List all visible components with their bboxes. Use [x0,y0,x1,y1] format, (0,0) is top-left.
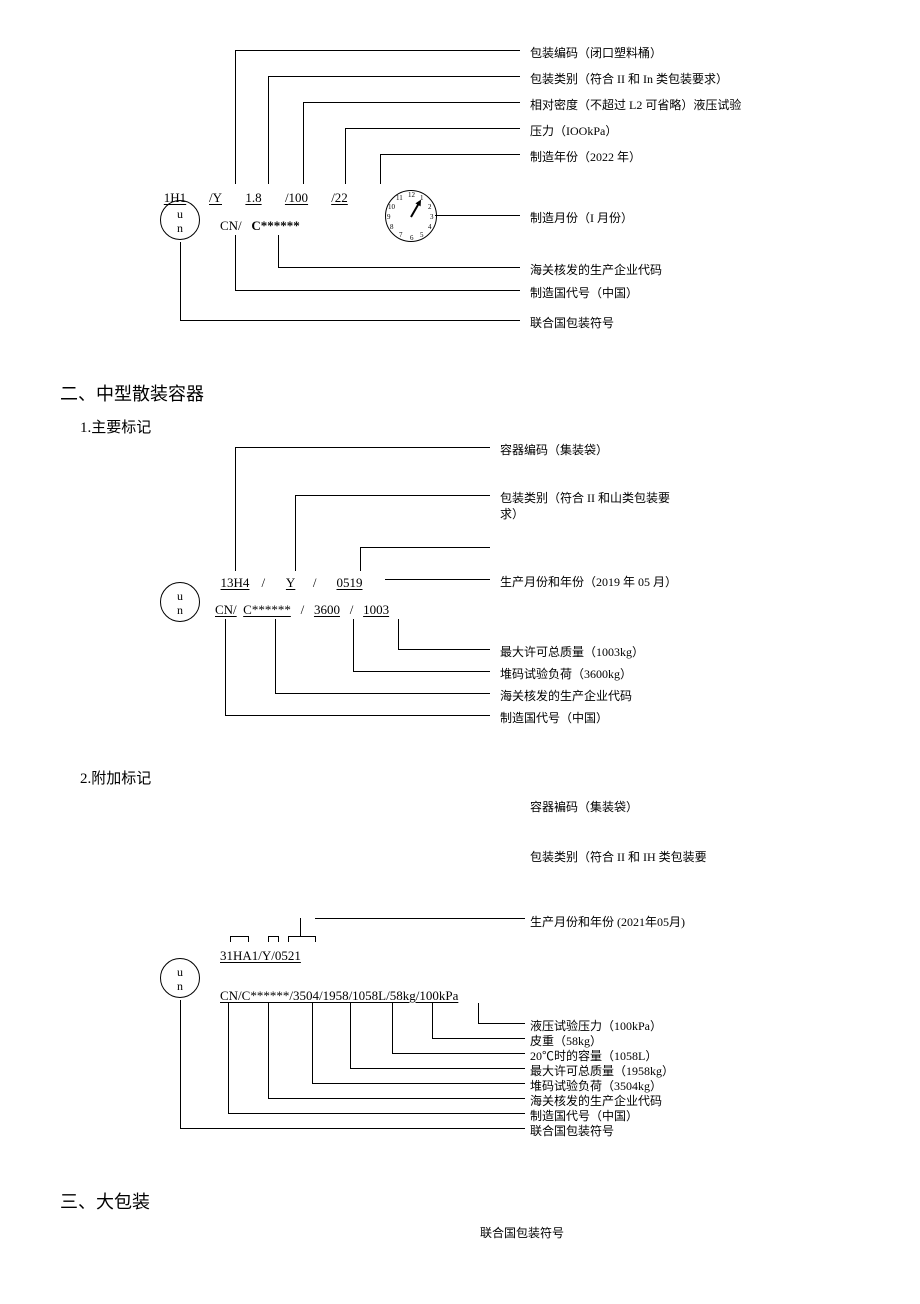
d1-lab7: 制造国代号（中国） [530,284,638,301]
d2-l2-2: / [301,602,305,617]
d2-labt2: 求） [500,505,524,522]
un-text-2: u n [177,589,183,617]
d3-labb7: 联合国包装符号 [530,1122,614,1139]
d3-line1: 31HA1/Y/0521 [220,948,301,964]
d2-l2-3: 3600 [314,602,340,617]
un-text-3: u n [177,965,183,993]
d2-l2-0: CN/ [215,602,237,617]
d1-lab3: 压力（IOOkPa） [530,122,617,139]
d1-lab0: 包装编码（闭口塑料桶） [530,44,662,61]
diagram-3: u n 容器褊码（集装袋） 包装类别（符合 II 和 IH 类包装要 生产月份和… [160,798,860,1158]
d3-labt1: 包装类别（符合 II 和 IH 类包装要 [530,848,707,865]
d1-lab2: 相对密度（不超过 L2 可省略）液压试验 [530,96,741,113]
d2-labb3: 制造国代号（中国） [500,709,608,726]
un-symbol-3: u n [160,958,200,998]
d1-p1: /Y [203,190,228,206]
d2-labt0: 容器编码（集装袋） [500,441,608,458]
d1-lab1: 包装类别（符合 II 和 In 类包装要求） [530,70,728,87]
d2-labt1: 包装类别（符合 II 和山类包装要 [500,489,670,506]
section-3-label: 联合国包装符号 [480,1224,564,1241]
diagram-1: u n 1H1 /Y 1.8 /100 /22 CN/ C****** 12 1… [160,50,860,350]
d1-lab6: 海关核发的生产企业代码 [530,261,662,278]
d2-labt3: 生产月份和年份（2019 年 05 月） [500,573,677,590]
d1-p4: /22 [327,190,352,206]
d2-labb0: 最大许可总质量（1003kg） [500,643,644,660]
d3-labt2: 生产月份和年份 (2021年05月) [530,913,685,930]
section-2-title: 二、中型散装容器 [60,380,860,406]
d1-l2-p0: CN/ [220,218,242,233]
d2-l1-4: 0519 [330,575,370,591]
d3-line2: CN/C******/3504/1958/1058L/58kg/100kPa [220,988,458,1004]
sub-2-1: 1.主要标记 [80,416,860,437]
d1-p2: 1.8 [241,190,266,206]
d1-lab4: 制造年份（2022 年） [530,148,641,165]
un-symbol-2: u n [160,582,200,622]
section-3-title: 三、大包装 [60,1188,860,1214]
un-text: u n [177,207,183,235]
d2-l2-5: 1003 [363,602,389,617]
d3-labt0: 容器褊码（集装袋） [530,798,638,815]
d1-l2-p1: C****** [251,218,299,233]
d1-line1: 1H1 /Y 1.8 /100 /22 [160,190,352,206]
d2-l2-1: C****** [243,602,291,617]
d1-p0: 1H1 [160,190,190,206]
d1-line2: CN/ C****** [220,218,300,234]
d1-lab8: 联合国包装符号 [530,314,614,331]
d2-l1-0: 13H4 [215,575,255,591]
d2-l1-2: Y [278,575,303,591]
d2-labb1: 堆码试验负荷（3600kg） [500,665,632,682]
d2-l2-4: / [350,602,354,617]
d2-l1-3: / [313,575,317,590]
d2-labb2: 海关核发的生产企业代码 [500,687,632,704]
d2-line2: CN/ C****** / 3600 / 1003 [215,602,389,618]
d2-line1: 13H4 / Y / 0519 [215,575,370,591]
d2-l1-1: / [262,575,266,590]
sub-2-2: 2.附加标记 [80,767,860,788]
d1-lab5: 制造月份（I 月份） [530,209,633,226]
un-symbol-1: u n [160,200,200,240]
diagram-2: u n 13H4 / Y / 0519 CN/ C****** / 3600 /… [160,447,860,747]
clock-icon: 12 1 2 3 4 5 6 7 8 9 10 11 [385,190,437,242]
d1-p3: /100 [279,190,314,206]
